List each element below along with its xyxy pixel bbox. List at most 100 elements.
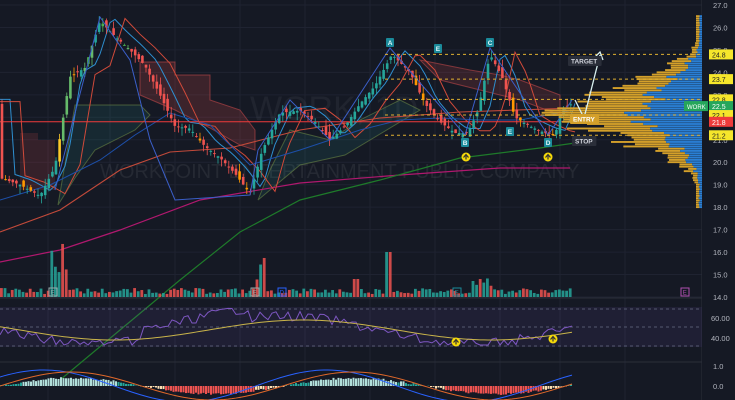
macd-histogram-bar xyxy=(160,386,162,390)
macd-histogram-bar xyxy=(182,386,185,393)
volume-bar xyxy=(486,278,489,297)
profile-bar-sell xyxy=(676,57,689,60)
volume-bar xyxy=(496,290,500,297)
profile-bar-buy xyxy=(643,123,702,125)
volume-bar xyxy=(237,293,241,297)
profile-bar-sell xyxy=(688,167,697,170)
price-axis[interactable]: 27.026.025.024.023.022.021.020.019.018.0… xyxy=(684,0,735,400)
volume-bar xyxy=(475,284,478,297)
profile-bar-sell xyxy=(627,134,670,137)
profile-bar-buy xyxy=(656,87,702,90)
macd-histogram-bar xyxy=(542,386,545,390)
profile-bar-sell xyxy=(586,123,644,125)
macd-histogram-bar xyxy=(342,378,345,386)
candle xyxy=(205,146,209,149)
candle xyxy=(29,187,33,191)
candle xyxy=(285,108,288,113)
candle xyxy=(483,80,486,101)
macd-histogram-bar xyxy=(10,384,12,386)
candle xyxy=(191,131,195,133)
macd-histogram-bar xyxy=(507,386,510,393)
price-label-stop: 21.2 xyxy=(709,130,733,141)
volume-bar xyxy=(460,293,464,297)
macd-histogram-bar xyxy=(285,385,287,386)
tag-text: ENTRY xyxy=(573,117,595,124)
macd-histogram-bar xyxy=(97,380,100,386)
candle xyxy=(256,166,259,178)
pattern-point-e: E xyxy=(506,127,514,136)
macd-histogram-bar xyxy=(487,386,490,394)
volume-bar xyxy=(558,289,561,297)
macd-histogram-bar xyxy=(315,380,317,386)
macd-histogram-bar xyxy=(332,377,335,386)
volume-bar xyxy=(309,288,313,297)
volume-bar xyxy=(316,292,320,297)
volume-bar xyxy=(72,289,75,297)
profile-bar-buy xyxy=(650,107,702,110)
macd-histogram-bar xyxy=(335,379,337,386)
macd-histogram-bar xyxy=(17,383,20,386)
macd-histogram-bar xyxy=(437,386,440,388)
volume-bar xyxy=(453,290,457,297)
macd-histogram-bar xyxy=(117,382,120,386)
buy-signal-icon xyxy=(543,152,553,162)
candle xyxy=(25,188,29,190)
candle xyxy=(400,60,403,64)
candle xyxy=(151,75,155,82)
candle xyxy=(342,126,346,128)
volume-bar xyxy=(212,293,216,297)
rsi-pane[interactable] xyxy=(0,307,702,347)
macd-histogram-bar xyxy=(217,386,220,394)
marker-box xyxy=(250,287,260,297)
candle xyxy=(159,84,162,96)
profile-bar-sell xyxy=(667,161,687,164)
profile-bar-buy xyxy=(699,30,702,33)
profile-bar-buy xyxy=(652,129,702,132)
volume-bar xyxy=(507,291,511,297)
volume-bar xyxy=(198,288,201,297)
volume-bar xyxy=(28,288,32,297)
entry-label: ENTRY xyxy=(570,114,599,124)
macd-histogram-bar xyxy=(552,386,555,388)
candle xyxy=(195,136,198,138)
candle xyxy=(421,93,425,101)
macd-histogram-bar xyxy=(30,381,32,386)
macd-histogram-bar xyxy=(192,386,195,394)
macd-histogram-bar xyxy=(337,377,340,386)
macd-histogram-bar xyxy=(382,378,385,386)
macd-histogram-bar xyxy=(252,386,255,392)
candle xyxy=(425,100,429,106)
profile-bar-buy xyxy=(691,60,702,63)
profile-bar-buy xyxy=(654,96,702,98)
tag-text: STOP xyxy=(575,139,593,146)
candle xyxy=(263,145,267,153)
macd-histogram-bar xyxy=(210,386,212,395)
profile-bar-buy xyxy=(647,105,702,107)
macd-histogram-bar xyxy=(470,386,472,393)
profile-bar-buy xyxy=(699,44,702,47)
volume-bar xyxy=(82,293,86,297)
volume-bar xyxy=(122,288,126,297)
volume-bar xyxy=(536,293,540,297)
macd-histogram-bar xyxy=(555,386,557,389)
candle xyxy=(241,176,245,185)
candle xyxy=(115,38,119,40)
macd-histogram-bar xyxy=(240,386,242,393)
candle xyxy=(234,168,238,175)
macd-histogram-bar xyxy=(47,378,50,386)
candle xyxy=(4,179,7,181)
profile-bar-sell xyxy=(620,132,665,134)
profile-bar-sell xyxy=(557,107,651,110)
price-label-text: 21.8 xyxy=(712,120,726,127)
candle xyxy=(490,57,493,60)
volume-bar xyxy=(392,291,396,297)
candle xyxy=(306,116,310,118)
profile-bar-buy xyxy=(699,15,702,18)
macd-pane[interactable] xyxy=(0,369,573,400)
profile-bar-sell xyxy=(633,138,665,141)
volume-bar xyxy=(504,293,507,297)
